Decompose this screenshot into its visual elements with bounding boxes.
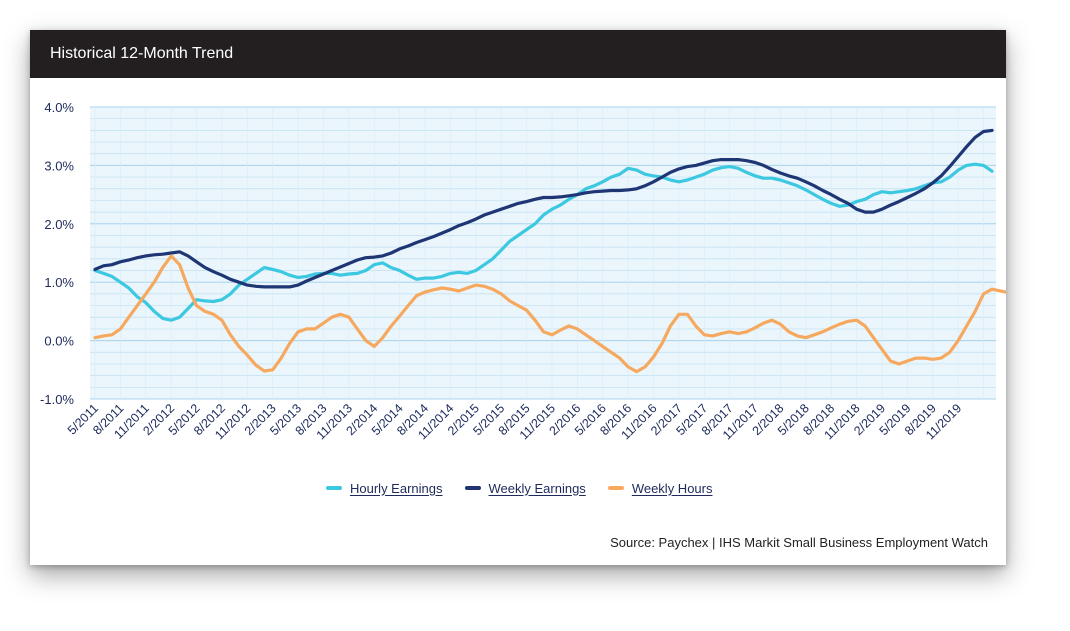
legend-label: Hourly Earnings xyxy=(350,480,443,496)
card-header: Historical 12-Month Trend xyxy=(30,30,1006,78)
y-tick-label: 2.0% xyxy=(44,217,74,232)
plot-background xyxy=(90,107,996,399)
legend-swatch xyxy=(326,486,342,490)
legend-item-weekly-earnings[interactable]: Weekly Earnings xyxy=(464,480,586,496)
line-chart: 4.0%3.0%2.0%1.0%0.0%-1.0%5/20118/201111/… xyxy=(40,100,1006,442)
legend-swatch xyxy=(464,486,481,490)
legend-label: Weekly Hours xyxy=(631,480,713,496)
legend-item-hourly-earnings[interactable]: Hourly Earnings xyxy=(326,481,443,496)
y-tick-label: 3.0% xyxy=(44,158,74,173)
chart-title: Historical 12-Month Trend xyxy=(50,45,234,62)
chart-legend: Hourly Earnings Weekly Earnings Weekly H… xyxy=(326,478,713,498)
y-tick-label: 0.0% xyxy=(44,334,74,349)
y-tick-label: 1.0% xyxy=(44,275,74,290)
series-line-hourly-earnings xyxy=(93,162,994,322)
legend-item-weekly-hours[interactable]: Weekly Hours xyxy=(607,480,713,496)
source-note: Source: Paychex | IHS Markit Small Busin… xyxy=(610,535,988,550)
y-tick-label: -1.0% xyxy=(40,392,74,407)
legend-label: Weekly Earnings xyxy=(488,480,586,496)
series-line-weekly-earnings xyxy=(93,128,994,289)
legend-swatch xyxy=(607,486,624,490)
chart-card: Historical 12-Month Trend 4.0% 3.0% 2.0% 1.… xyxy=(30,30,1006,565)
y-tick-label: 4.0% xyxy=(44,100,74,115)
series-line-weekly-hours xyxy=(93,254,1006,374)
